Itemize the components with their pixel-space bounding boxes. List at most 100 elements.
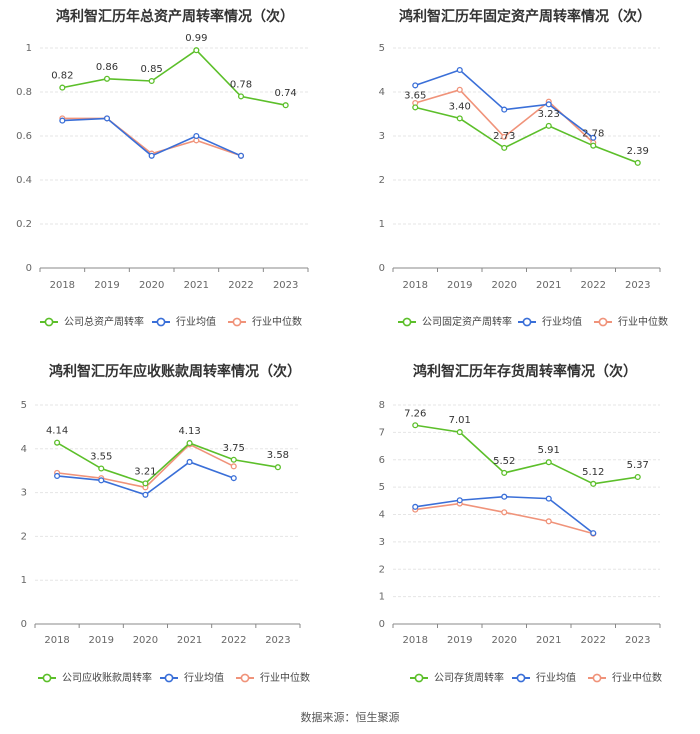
x-tick-label: 2023: [265, 635, 290, 646]
data-point-company: [230, 456, 237, 463]
legend-label: 行业中位数: [618, 315, 668, 328]
data-label: 3.58: [267, 450, 289, 461]
x-tick-label: 2022: [581, 280, 606, 291]
series-line-industry-median: [415, 502, 594, 535]
x-tick-label: 2019: [447, 280, 472, 291]
data-label: 0.85: [141, 64, 163, 75]
y-tick-label: 1: [21, 575, 27, 586]
legend-label: 公司应收账款周转率: [62, 671, 152, 684]
x-tick-label: 2020: [133, 635, 158, 646]
series-line-industry-avg: [62, 117, 242, 157]
chart-title: 鸿利智汇历年存货周转率情况（次）: [413, 363, 637, 380]
data-label: 5.37: [627, 460, 649, 471]
chart-title: 鸿利智汇历年固定资产周转率情况（次）: [399, 8, 651, 25]
data-point-industry-avg: [412, 82, 419, 89]
data-point-company: [545, 459, 552, 466]
data-point-industry-avg: [193, 132, 200, 140]
y-tick-label: 0.4: [16, 175, 32, 186]
legend: 公司存货周转率 行业均值 行业中位数: [410, 671, 662, 684]
data-point-company: [274, 464, 281, 471]
data-label: 7.01: [449, 415, 471, 426]
data-label: 4.13: [178, 426, 200, 437]
data-point-industry-avg: [186, 458, 193, 465]
data-label: 5.91: [538, 445, 560, 456]
legend-marker-icon: [592, 673, 602, 683]
data-point-company: [148, 77, 155, 85]
data-point-industry-median: [545, 518, 552, 525]
data-point-company: [98, 465, 105, 472]
y-tick-label: 1: [379, 219, 385, 230]
data-label: 0.74: [275, 88, 297, 99]
y-tick-label: 0: [379, 263, 385, 274]
legend-label: 公司总资产周转率: [64, 315, 144, 328]
chart-receivables-turnover: 鸿利智汇历年应收账款周转率情况（次） 0 1 2 3 4 5 2018 2019 2020 2021…: [21, 363, 310, 684]
legend: 公司总资产周转率 行业均值 行业中位数: [40, 315, 302, 328]
data-point-industry-median: [501, 133, 508, 140]
legend-label: 行业均值: [542, 315, 582, 328]
data-point-company: [501, 144, 508, 151]
data-label: 3.65: [404, 90, 426, 101]
data-point-company: [412, 422, 419, 429]
x-tick-label: 2020: [492, 635, 517, 646]
data-point-industry-avg: [59, 117, 66, 124]
data-point-industry-median: [501, 509, 508, 516]
chart-fixed-asset-turnover: 鸿利智汇历年固定资产周转率情况（次） 0 1 2 3 4 5 2018 2019 2020 2021…: [379, 8, 668, 328]
data-label: 2.78: [582, 129, 604, 140]
y-tick-label: 4: [379, 510, 385, 521]
x-tick-label: 2022: [581, 635, 606, 646]
legend-marker-icon: [240, 673, 250, 683]
legend-item-industry-avg: 行业均值: [152, 315, 216, 328]
series-line-industry-avg: [414, 69, 594, 139]
data-point-company: [103, 75, 111, 82]
x-tick-label: 2019: [94, 280, 119, 291]
data-point-industry-avg: [545, 101, 552, 108]
legend-label: 行业中位数: [260, 671, 310, 684]
y-tick-label: 5: [379, 482, 385, 493]
legend: 公司固定资产周转率 行业均值 行业中位数: [398, 315, 668, 328]
data-point-industry-avg: [501, 106, 508, 113]
data-label: 3.23: [538, 109, 560, 120]
data-label: 0.99: [185, 33, 207, 44]
x-tick-label: 2021: [536, 280, 561, 291]
data-point-industry-avg: [590, 530, 597, 537]
legend-item-industry-median: 行业中位数: [228, 315, 302, 328]
data-point-company: [590, 480, 597, 487]
x-tick-label: 2021: [536, 635, 561, 646]
legend-item-industry-avg: 行业均值: [512, 671, 576, 684]
legend-item-company: 公司应收账款周转率: [38, 671, 152, 684]
data-point-industry-avg: [148, 152, 155, 159]
y-tick-label: 3: [379, 537, 385, 548]
data-point-industry-avg: [590, 134, 597, 141]
y-tick-label: 0.8: [16, 87, 32, 98]
chart-title: 鸿利智汇历年总资产周转率情况（次）: [56, 8, 294, 25]
data-label: 5.12: [582, 467, 604, 478]
x-tick-label: 2023: [625, 280, 650, 291]
y-tick-label: 5: [21, 400, 27, 411]
y-tick-label: 1: [379, 592, 385, 603]
data-point-company: [501, 469, 508, 476]
y-tick-label: 0: [379, 619, 385, 630]
data-point-industry-avg: [501, 493, 508, 500]
legend-marker-icon: [232, 317, 242, 327]
data-point-company: [142, 480, 149, 487]
legend-label: 行业均值: [536, 671, 576, 684]
data-label: 0.78: [230, 79, 252, 90]
data-label: 2.73: [493, 131, 515, 142]
x-tick-label: 2018: [50, 280, 75, 291]
legend-marker-icon: [44, 317, 54, 327]
legend-item-industry-median: 行业中位数: [236, 671, 310, 684]
x-tick-label: 2019: [447, 635, 472, 646]
y-tick-label: 1: [26, 43, 32, 54]
data-point-industry-avg: [230, 475, 237, 482]
data-point-industry-avg: [412, 503, 419, 510]
y-tick-label: 0: [26, 263, 32, 274]
data-point-industry-avg: [456, 66, 463, 74]
data-point-industry-avg: [545, 495, 552, 502]
x-tick-label: 2018: [403, 280, 428, 291]
x-tick-label: 2021: [177, 635, 202, 646]
legend: 公司应收账款周转率 行业均值 行业中位数: [38, 671, 310, 684]
x-tick-label: 2018: [44, 635, 69, 646]
legend-marker-icon: [598, 317, 608, 327]
x-tick-label: 2022: [221, 635, 246, 646]
